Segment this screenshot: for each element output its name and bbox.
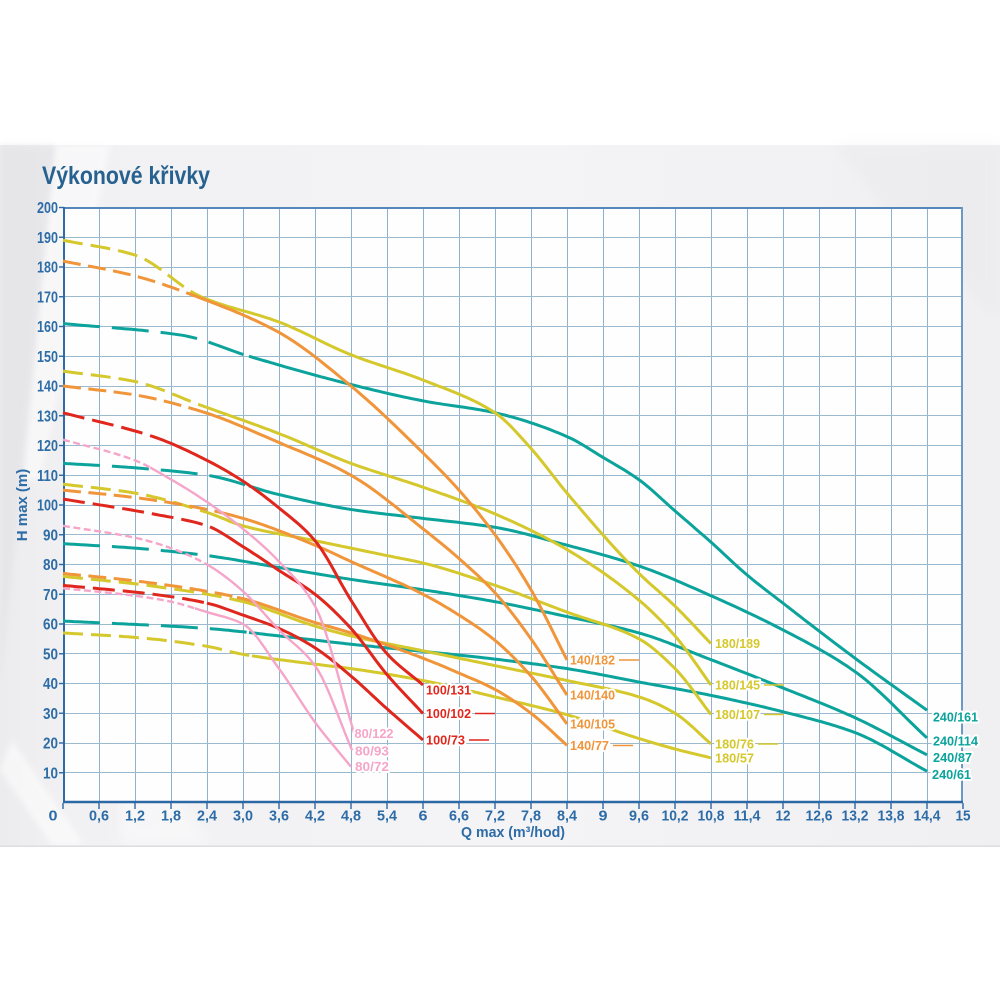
svg-text:13,2: 13,2: [842, 808, 869, 825]
svg-text:0: 0: [49, 808, 58, 825]
svg-text:180: 180: [37, 260, 58, 277]
svg-text:180/145: 180/145: [715, 678, 760, 693]
svg-text:1,8: 1,8: [161, 808, 181, 825]
svg-text:160: 160: [37, 319, 58, 336]
svg-text:13,8: 13,8: [878, 808, 905, 825]
svg-text:180/189: 180/189: [715, 636, 760, 651]
svg-text:140/105: 140/105: [570, 717, 615, 732]
svg-text:10,8: 10,8: [698, 808, 725, 825]
svg-text:180/76: 180/76: [715, 737, 754, 752]
svg-text:6: 6: [419, 808, 428, 825]
svg-text:100/131: 100/131: [426, 683, 471, 698]
svg-text:70: 70: [43, 587, 58, 604]
svg-text:140/140: 140/140: [570, 688, 615, 703]
svg-text:Výkonové křivky: Výkonové křivky: [42, 162, 210, 190]
svg-text:7,2: 7,2: [485, 808, 505, 825]
svg-text:130: 130: [37, 408, 58, 425]
svg-text:140/182: 140/182: [570, 653, 615, 668]
svg-text:240/87: 240/87: [933, 750, 972, 765]
svg-text:10,2: 10,2: [662, 808, 689, 825]
svg-text:14,4: 14,4: [914, 808, 942, 825]
svg-text:100/102: 100/102: [426, 706, 471, 721]
svg-text:110: 110: [37, 468, 58, 485]
svg-text:240/161: 240/161: [933, 710, 978, 725]
svg-text:20: 20: [43, 736, 58, 753]
svg-text:Q max (m³/hod): Q max (m³/hod): [461, 824, 565, 841]
svg-text:2,4: 2,4: [197, 808, 218, 825]
svg-text:100/73: 100/73: [426, 733, 465, 748]
svg-text:15: 15: [956, 808, 971, 825]
svg-text:240/114: 240/114: [933, 734, 979, 749]
svg-text:180/57: 180/57: [715, 751, 754, 766]
svg-text:3,0: 3,0: [233, 808, 253, 825]
svg-text:6,6: 6,6: [449, 808, 469, 825]
svg-text:30: 30: [43, 706, 58, 723]
svg-text:40: 40: [43, 676, 58, 693]
svg-text:80/93: 80/93: [355, 744, 389, 759]
svg-text:12: 12: [776, 808, 791, 825]
svg-text:4,8: 4,8: [341, 808, 361, 825]
svg-text:7,8: 7,8: [521, 808, 541, 825]
svg-text:190: 190: [37, 230, 58, 247]
svg-text:90: 90: [43, 527, 58, 544]
svg-text:9: 9: [599, 808, 608, 825]
svg-text:1,2: 1,2: [125, 808, 145, 825]
svg-text:12,6: 12,6: [806, 808, 833, 825]
svg-text:9,6: 9,6: [629, 808, 649, 825]
svg-text:140/77: 140/77: [570, 738, 609, 753]
svg-text:8,4: 8,4: [557, 808, 578, 825]
svg-text:150: 150: [37, 349, 58, 366]
svg-text:50: 50: [43, 646, 58, 663]
svg-text:4,2: 4,2: [305, 808, 325, 825]
svg-text:80/122: 80/122: [355, 726, 394, 741]
svg-text:120: 120: [37, 438, 58, 455]
svg-text:180/107: 180/107: [715, 707, 760, 722]
svg-text:140: 140: [37, 379, 58, 396]
svg-text:5,4: 5,4: [377, 808, 398, 825]
svg-text:11,4: 11,4: [734, 808, 762, 825]
svg-text:200: 200: [37, 200, 58, 217]
svg-text:H max (m): H max (m): [14, 469, 31, 542]
svg-text:0,6: 0,6: [89, 808, 109, 825]
svg-text:10: 10: [43, 765, 58, 782]
svg-text:170: 170: [37, 289, 58, 306]
svg-text:80/72: 80/72: [355, 759, 389, 774]
svg-text:80: 80: [43, 557, 58, 574]
svg-text:240/61: 240/61: [932, 767, 971, 782]
svg-text:60: 60: [43, 617, 58, 634]
svg-text:3,6: 3,6: [269, 808, 289, 825]
svg-text:100: 100: [37, 498, 58, 515]
